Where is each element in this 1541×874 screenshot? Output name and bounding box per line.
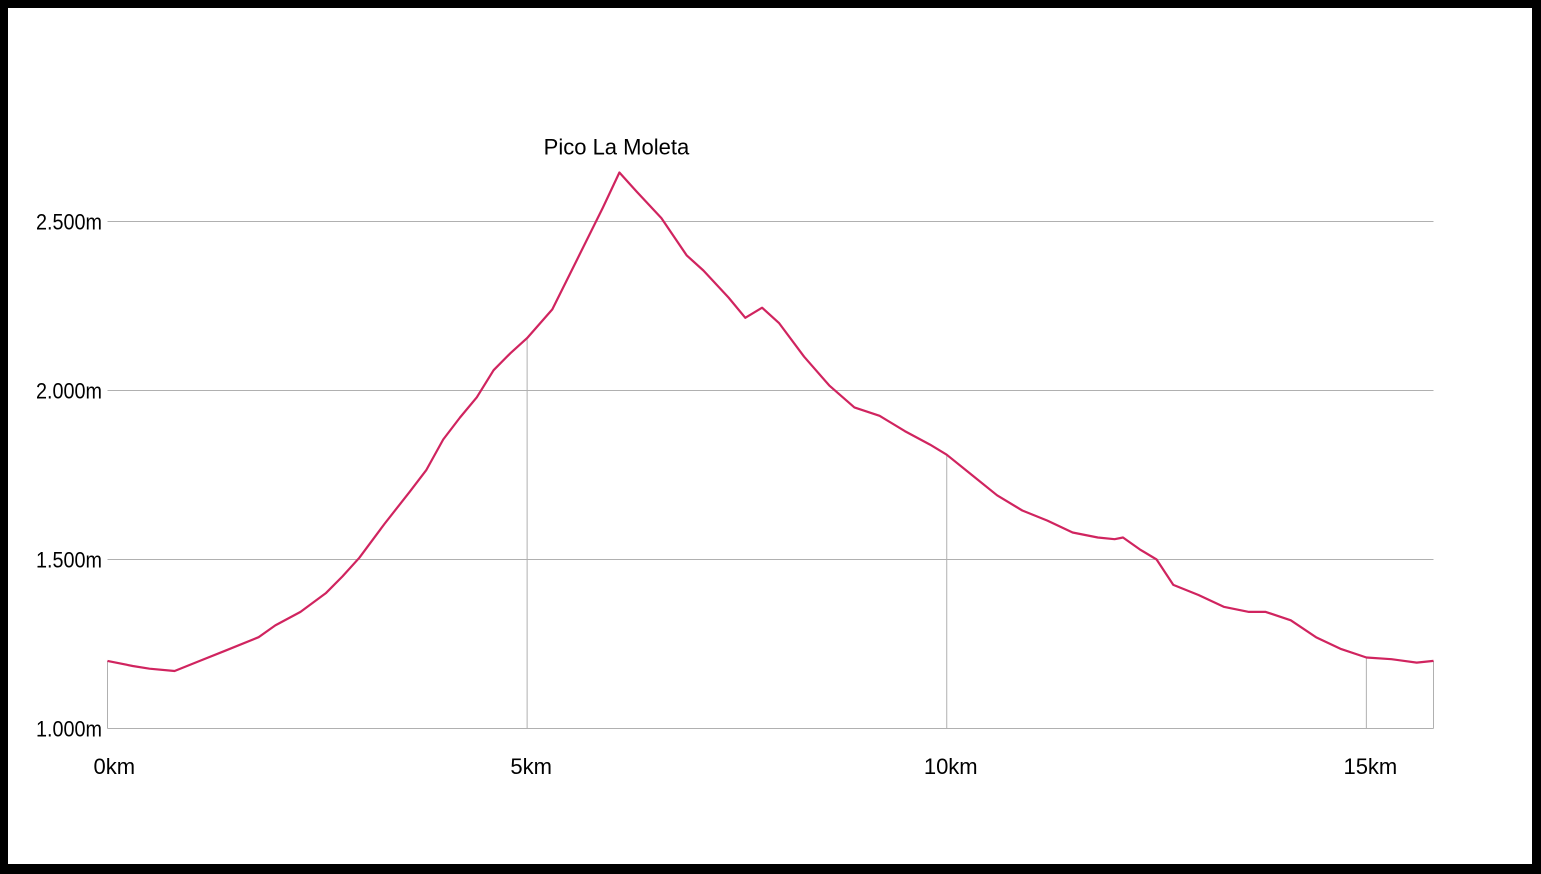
elevation-profile-line xyxy=(107,171,1434,673)
y-tick-label: 2.000m xyxy=(36,378,102,403)
y-tick-label: 2.500m xyxy=(36,209,102,234)
peak-label: Pico La Moleta xyxy=(544,134,690,159)
y-tick-label: 1.000m xyxy=(36,716,102,741)
x-tick-label: 0km xyxy=(94,754,136,779)
x-tick-labels: 0km 5km 10km 15km xyxy=(94,754,1398,779)
x-tick-label: 15km xyxy=(1343,754,1397,779)
x-tick-label: 5km xyxy=(510,754,552,779)
chart-frame: 1.000m 1.500m 2.000m 2.500m 0km 5km 10km 15km … xyxy=(8,8,1532,864)
grid-lines xyxy=(107,221,1434,729)
x-tick-label: 10km xyxy=(924,754,978,779)
annotations: Pico La Moleta xyxy=(544,134,690,159)
y-tick-labels: 1.000m 1.500m 2.000m 2.500m xyxy=(36,209,102,741)
y-tick-label: 1.500m xyxy=(36,547,102,572)
series-group xyxy=(107,171,1434,673)
